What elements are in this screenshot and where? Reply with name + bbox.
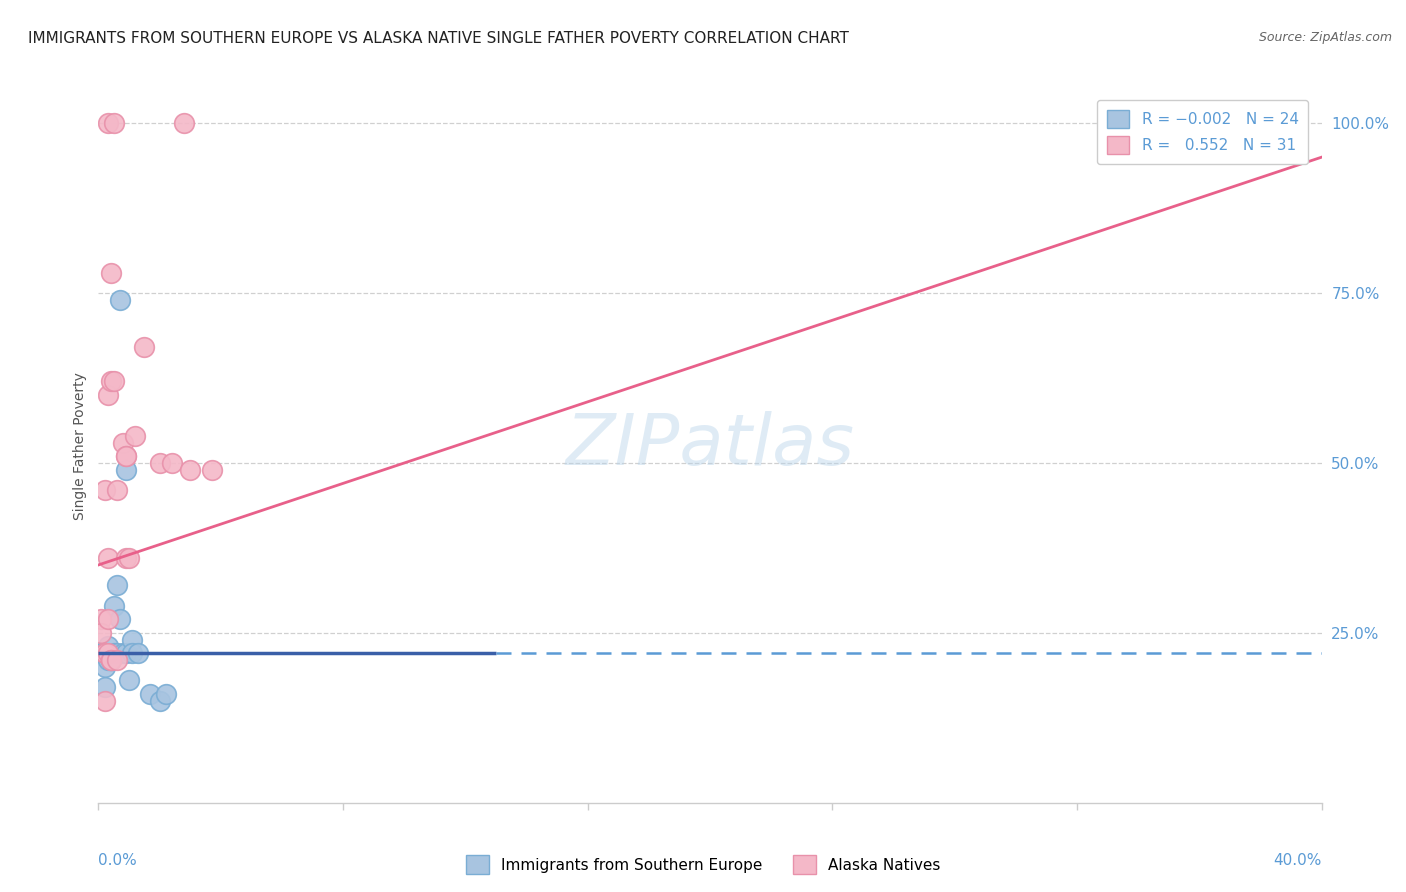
Text: ZIPatlas: ZIPatlas bbox=[565, 411, 855, 481]
Point bbox=[155, 687, 177, 701]
Point bbox=[108, 293, 131, 307]
Point bbox=[103, 375, 125, 389]
Point bbox=[97, 388, 120, 402]
Text: 40.0%: 40.0% bbox=[1274, 853, 1322, 868]
Point bbox=[103, 646, 125, 660]
Point bbox=[118, 673, 141, 688]
Point bbox=[93, 694, 115, 708]
Point bbox=[100, 266, 122, 280]
Point bbox=[103, 116, 125, 130]
Point bbox=[200, 463, 222, 477]
Point bbox=[105, 646, 128, 660]
Point bbox=[149, 456, 172, 470]
Point bbox=[134, 341, 156, 355]
Point bbox=[160, 456, 183, 470]
Legend: Immigrants from Southern Europe, Alaska Natives: Immigrants from Southern Europe, Alaska … bbox=[460, 849, 946, 880]
Point bbox=[97, 646, 120, 660]
Point bbox=[115, 449, 138, 463]
Text: IMMIGRANTS FROM SOUTHERN EUROPE VS ALASKA NATIVE SINGLE FATHER POVERTY CORRELATI: IMMIGRANTS FROM SOUTHERN EUROPE VS ALASK… bbox=[28, 31, 849, 46]
Point bbox=[93, 680, 115, 694]
Text: Source: ZipAtlas.com: Source: ZipAtlas.com bbox=[1258, 31, 1392, 45]
Legend: R = −0.002   N = 24, R =   0.552   N = 31: R = −0.002 N = 24, R = 0.552 N = 31 bbox=[1098, 101, 1308, 163]
Point bbox=[90, 612, 112, 626]
Point bbox=[105, 483, 128, 498]
Point bbox=[100, 375, 122, 389]
Point bbox=[97, 653, 120, 667]
Point bbox=[100, 653, 122, 667]
Point bbox=[115, 551, 138, 566]
Point bbox=[115, 449, 138, 463]
Point bbox=[103, 599, 125, 613]
Point bbox=[173, 116, 195, 130]
Point bbox=[111, 646, 134, 660]
Point bbox=[93, 646, 115, 660]
Point bbox=[97, 646, 120, 660]
Point bbox=[97, 551, 120, 566]
Point bbox=[149, 694, 172, 708]
Point bbox=[108, 612, 131, 626]
Y-axis label: Single Father Poverty: Single Father Poverty bbox=[73, 372, 87, 520]
Point bbox=[93, 660, 115, 674]
Point bbox=[127, 646, 149, 660]
Point bbox=[121, 646, 143, 660]
Point bbox=[105, 653, 128, 667]
Point bbox=[115, 463, 138, 477]
Point bbox=[115, 646, 138, 660]
Point bbox=[97, 116, 120, 130]
Point bbox=[100, 653, 122, 667]
Point bbox=[179, 463, 201, 477]
Point bbox=[121, 632, 143, 647]
Point bbox=[105, 578, 128, 592]
Point bbox=[97, 612, 120, 626]
Point bbox=[100, 653, 122, 667]
Point bbox=[97, 640, 120, 654]
Point bbox=[139, 687, 162, 701]
Point bbox=[118, 551, 141, 566]
Point bbox=[93, 483, 115, 498]
Point bbox=[124, 429, 146, 443]
Point bbox=[93, 646, 115, 660]
Point bbox=[100, 653, 122, 667]
Text: 0.0%: 0.0% bbox=[98, 853, 138, 868]
Point bbox=[90, 626, 112, 640]
Point bbox=[90, 646, 112, 660]
Point bbox=[111, 435, 134, 450]
